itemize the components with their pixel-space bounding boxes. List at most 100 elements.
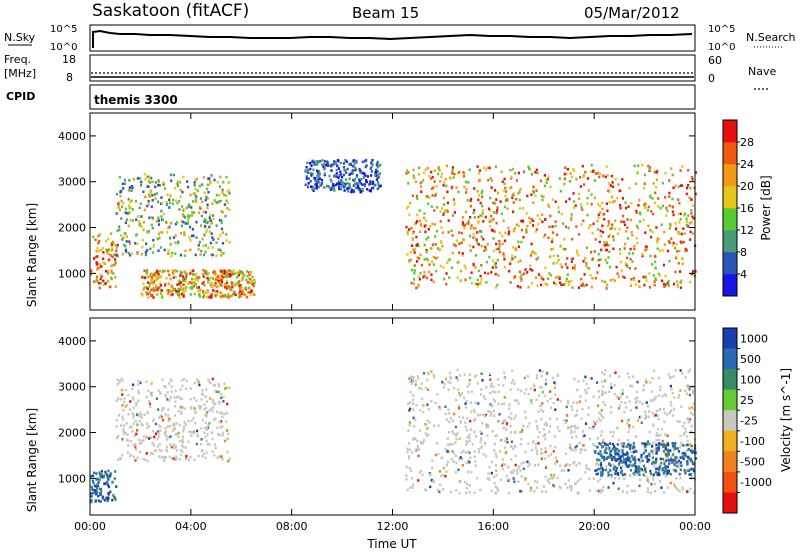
scatter-cell — [158, 435, 161, 438]
scatter-cell — [492, 259, 495, 262]
scatter-cell — [537, 463, 540, 466]
scatter-cell — [615, 458, 618, 462]
scatter-cell — [196, 429, 199, 433]
scatter-cell — [636, 171, 639, 174]
scatter-cell — [514, 430, 517, 434]
scatter-cell — [632, 441, 635, 445]
scatter-cell — [408, 228, 411, 231]
scatter-cell — [467, 450, 470, 453]
scatter-cell — [560, 212, 563, 216]
scatter-cell — [160, 449, 163, 453]
scatter-cell — [218, 420, 221, 424]
scatter-cell — [140, 225, 143, 228]
scatter-cell — [439, 483, 442, 486]
scatter-cell — [674, 446, 677, 450]
scatter-cell — [621, 473, 624, 477]
scatter-cell — [325, 164, 328, 167]
scatter-cell — [435, 185, 438, 188]
scatter-cell — [687, 214, 690, 217]
scatter-cell — [689, 186, 692, 190]
scatter-cell — [120, 398, 123, 401]
scatter-cell — [474, 266, 477, 269]
scatter-cell — [251, 282, 254, 286]
scatter-cell — [435, 229, 439, 233]
scatter-cell — [596, 420, 599, 423]
scatter-cell — [667, 279, 670, 283]
scatter-cell — [495, 434, 498, 437]
scatter-cell — [577, 192, 581, 196]
scatter-cell — [660, 461, 663, 465]
scatter-cell — [692, 270, 695, 273]
scatter-cell — [661, 439, 664, 443]
scatter-cell — [554, 456, 558, 459]
scatter-cell — [687, 469, 690, 472]
scatter-cell — [615, 265, 618, 269]
scatter-cell — [533, 384, 536, 388]
scatter-cell — [228, 295, 232, 298]
scatter-cell — [344, 169, 347, 172]
scatter-cell — [207, 190, 210, 194]
scatter-cell — [600, 463, 603, 467]
scatter-cell — [173, 446, 176, 450]
scatter-cell — [445, 470, 448, 473]
scatter-cell — [122, 187, 125, 190]
scatter-cell — [606, 443, 609, 447]
scatter-cell — [520, 430, 523, 433]
scatter-cell — [432, 263, 435, 266]
scatter-cell — [655, 459, 658, 463]
scatter-cell — [458, 437, 461, 441]
scatter-cell — [507, 465, 510, 469]
scatter-cell — [422, 404, 425, 407]
scatter-cell — [409, 380, 412, 383]
scatter-cell — [118, 381, 121, 384]
scatter-cell — [447, 408, 450, 411]
scatter-cell — [633, 458, 636, 461]
scatter-cell — [165, 277, 168, 280]
scatter-cell — [197, 211, 201, 215]
scatter-cell — [628, 400, 631, 403]
scatter-cell — [597, 252, 600, 256]
scatter-cell — [596, 202, 600, 206]
scatter-cell — [448, 258, 451, 261]
scatter-cell — [692, 468, 695, 471]
scatter-cell — [222, 400, 225, 403]
scatter-cell — [632, 472, 635, 475]
scatter-cell — [646, 460, 649, 463]
scatter-cell — [463, 185, 466, 189]
scatter-cell — [604, 369, 607, 372]
scatter-cell — [560, 469, 563, 472]
scatter-cell — [460, 392, 464, 395]
scatter-cell — [609, 452, 612, 456]
scatter-cell — [544, 437, 547, 441]
scatter-cell — [250, 289, 253, 292]
scatter-cell — [674, 270, 677, 274]
scatter-cell — [605, 243, 608, 247]
scatter-cell — [120, 189, 123, 193]
scatter-cell — [220, 279, 223, 282]
scatter-cell — [416, 439, 419, 443]
scatter-cell — [419, 409, 422, 412]
scatter-cell — [420, 382, 423, 385]
scatter-cell — [509, 262, 512, 266]
scatter-cell — [193, 292, 196, 296]
scatter-cell — [138, 442, 141, 445]
time-axis-label: Time UT — [366, 537, 417, 551]
scatter-cell — [566, 486, 569, 489]
scatter-cell — [169, 396, 172, 399]
scatter-cell — [658, 408, 661, 412]
scatter-cell — [172, 443, 176, 447]
scatter-cell — [632, 450, 635, 454]
scatter-cell — [530, 448, 534, 452]
scatter-cell — [422, 411, 425, 414]
scatter-cell — [691, 215, 694, 219]
scatter-cell — [652, 369, 656, 373]
scatter-cell — [163, 431, 166, 435]
scatter-cell — [690, 475, 694, 479]
scatter-cell — [472, 408, 475, 412]
scatter-cell — [567, 426, 570, 430]
scatter-cell — [406, 447, 409, 451]
scatter-cell — [102, 251, 105, 254]
scatter-cell — [135, 401, 138, 404]
scatter-cell — [193, 277, 196, 281]
scatter-cell — [573, 264, 576, 267]
